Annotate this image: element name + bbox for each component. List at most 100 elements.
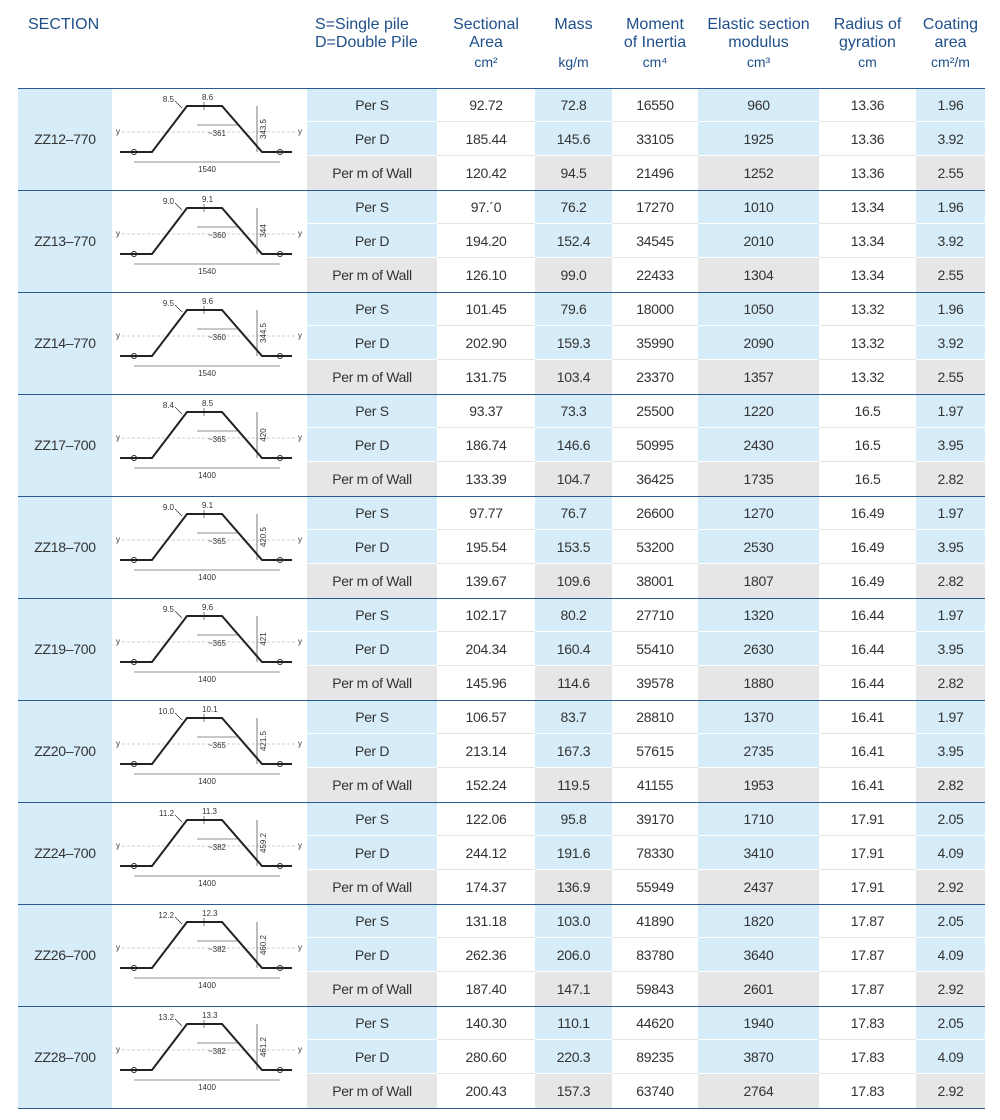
section-diagram: y y 13.2 13.3 ~382 461.2 1400 [112, 1006, 307, 1108]
interlock [277, 1067, 283, 1073]
row-label: Per S [307, 190, 437, 224]
value-cell: 97.´0 [437, 190, 535, 224]
value-cell: 1.96 [916, 88, 985, 122]
value-cell: 79.6 [535, 292, 612, 326]
pitch: 1540 [198, 165, 216, 174]
value-cell: 57615 [612, 734, 698, 768]
axis-label: y [298, 433, 302, 442]
section-height: 420.5 [259, 526, 268, 547]
section-name: ZZ24–700 [18, 802, 112, 904]
flange-thickness: 9.0 [163, 503, 175, 512]
value-cell: 139.67 [437, 564, 535, 598]
row-label: Per D [307, 632, 437, 666]
section-diagram: y y 9.5 9.6 ~360 344.5 1540 [112, 292, 307, 394]
row-label: Per D [307, 734, 437, 768]
value-cell: 167.3 [535, 734, 612, 768]
value-cell: 131.18 [437, 904, 535, 938]
value-cell: 4.09 [916, 836, 985, 870]
value-cell: 109.6 [535, 564, 612, 598]
pitch: 1400 [198, 777, 216, 786]
value-cell: 1370 [698, 700, 819, 734]
value-cell: 213.14 [437, 734, 535, 768]
column-title: of Inertia [623, 34, 687, 51]
profile [120, 513, 292, 561]
value-cell: 44620 [612, 1006, 698, 1040]
value-cell: 145.6 [535, 122, 612, 156]
row-label: Per S [307, 1006, 437, 1040]
value-cell: 13.32 [819, 326, 916, 360]
web-width: ~365 [208, 435, 227, 444]
value-cell: 35990 [612, 326, 698, 360]
value-cell: 2764 [698, 1074, 819, 1108]
pitch: 1400 [198, 675, 216, 684]
value-cell: 17.83 [819, 1074, 916, 1108]
profile [120, 819, 292, 867]
value-cell: 174.37 [437, 870, 535, 904]
value-cell: 187.40 [437, 972, 535, 1006]
profile-sketch: y y 9.5 9.6 ~365 421 1400 [116, 603, 302, 684]
section-rule [18, 292, 985, 293]
value-cell: 53200 [612, 530, 698, 564]
value-cell: 2530 [698, 530, 819, 564]
web-thickness: 9.1 [202, 195, 214, 204]
web-thickness: 11.3 [202, 807, 218, 816]
leader [174, 814, 183, 823]
section-rule [18, 904, 985, 905]
row-label: Per S [307, 904, 437, 938]
flange-thickness: 8.5 [163, 95, 175, 104]
interlock [131, 659, 137, 665]
row-label: Per D [307, 938, 437, 972]
axis-label: y [116, 739, 120, 748]
value-cell: 1735 [698, 462, 819, 496]
row-label: Per m of Wall [307, 360, 437, 394]
section-diagram: y y 10.0 10.1 ~365 421.5 1400 [112, 700, 307, 802]
value-cell: 41890 [612, 904, 698, 938]
row-label: Per m of Wall [307, 156, 437, 190]
value-cell: 21496 [612, 156, 698, 190]
column-unit: cm³ [746, 54, 771, 70]
profile-sketch: y y 9.0 9.1 ~360 344 1540 [116, 195, 302, 276]
axis-label: y [116, 637, 120, 646]
flange-thickness: 9.0 [163, 197, 175, 206]
value-cell: 59843 [612, 972, 698, 1006]
value-cell: 16.49 [819, 530, 916, 564]
value-cell: 2735 [698, 734, 819, 768]
interlock [131, 251, 137, 257]
section-height: 460.2 [259, 934, 268, 955]
value-cell: 76.7 [535, 496, 612, 530]
row-label: Per S [307, 700, 437, 734]
row-label: Per D [307, 122, 437, 156]
value-cell: 16.5 [819, 428, 916, 462]
row-label: Per m of Wall [307, 258, 437, 292]
value-cell: 185.44 [437, 122, 535, 156]
web-width: ~365 [208, 639, 227, 648]
interlock [131, 353, 137, 359]
value-cell: 145.96 [437, 666, 535, 700]
value-cell: 2.05 [916, 904, 985, 938]
section-name: ZZ19–700 [18, 598, 112, 700]
column-unit: cm²/m [931, 54, 970, 70]
value-cell: 126.10 [437, 258, 535, 292]
axis-label: y [116, 535, 120, 544]
value-cell: 104.7 [535, 462, 612, 496]
value-cell: 13.34 [819, 190, 916, 224]
value-cell: 1820 [698, 904, 819, 938]
profile-sketch: y y 9.5 9.6 ~360 344.5 1540 [116, 297, 302, 378]
section-name: ZZ13–770 [18, 190, 112, 292]
value-cell: 28810 [612, 700, 698, 734]
value-cell: 131.75 [437, 360, 535, 394]
interlock [131, 863, 137, 869]
pitch: 1400 [198, 573, 216, 582]
value-cell: 119.5 [535, 768, 612, 802]
row-label: Per m of Wall [307, 870, 437, 904]
value-cell: 17.91 [819, 802, 916, 836]
section-name: ZZ14–770 [18, 292, 112, 394]
pile-legend: S=Single pile [315, 16, 409, 33]
row-label: Per S [307, 292, 437, 326]
section-height: 343.5 [259, 118, 268, 139]
value-cell: 1357 [698, 360, 819, 394]
row-label: Per D [307, 1040, 437, 1074]
value-cell: 33105 [612, 122, 698, 156]
section-name: ZZ28–700 [18, 1006, 112, 1108]
value-cell: 2.82 [916, 666, 985, 700]
